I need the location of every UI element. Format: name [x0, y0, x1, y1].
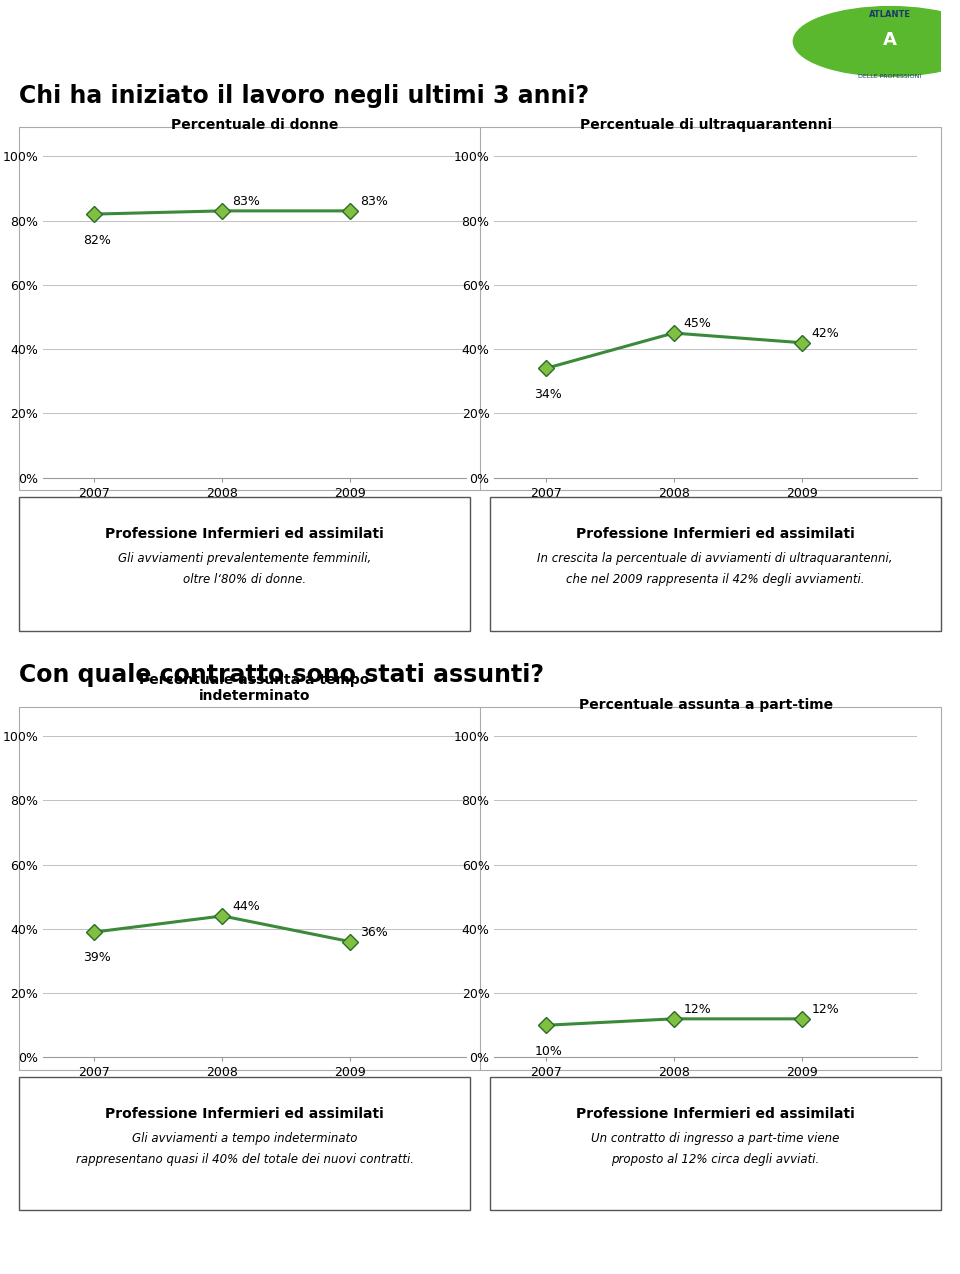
Text: Gli avviamenti a tempo indeterminato: Gli avviamenti a tempo indeterminato — [132, 1131, 357, 1144]
Text: oltre l‘80% di donne.: oltre l‘80% di donne. — [183, 573, 306, 586]
Text: 44%: 44% — [232, 901, 260, 913]
Text: In crescita la percentuale di avviamenti di ultraquarantenni,: In crescita la percentuale di avviamenti… — [538, 552, 893, 564]
Text: A: A — [883, 31, 897, 48]
Text: 34%: 34% — [535, 387, 563, 401]
Text: Professione Infermieri ed assimilati: Professione Infermieri ed assimilati — [106, 527, 384, 541]
Text: Professione Infermieri ed assimilati: Professione Infermieri ed assimilati — [576, 1107, 854, 1121]
Text: 12%: 12% — [811, 1003, 839, 1017]
Text: rappresentano quasi il 40% del totale dei nuovi contratti.: rappresentano quasi il 40% del totale de… — [76, 1153, 414, 1166]
Text: 39%: 39% — [84, 952, 111, 964]
Text: 42%: 42% — [811, 327, 839, 340]
Text: Chi ha iniziato il lavoro negli ultimi 3 anni?: Chi ha iniziato il lavoro negli ultimi 3… — [19, 84, 589, 107]
Text: DELLE PROFESSIONI: DELLE PROFESSIONI — [858, 74, 922, 79]
Text: 82%: 82% — [84, 233, 111, 247]
Text: 45%: 45% — [684, 317, 711, 330]
Text: che nel 2009 rappresenta il 42% degli avviamenti.: che nel 2009 rappresenta il 42% degli av… — [566, 573, 864, 586]
Text: 10%: 10% — [535, 1045, 563, 1057]
Title: Percentuale assunta a tempo
indeterminato: Percentuale assunta a tempo indeterminat… — [139, 673, 370, 703]
Circle shape — [793, 6, 960, 76]
Title: Percentuale di donne: Percentuale di donne — [171, 118, 338, 132]
Text: 12%: 12% — [684, 1003, 711, 1017]
Text: ATLANTE: ATLANTE — [869, 10, 911, 19]
Text: proposto al 12% circa degli avviati.: proposto al 12% circa degli avviati. — [612, 1153, 819, 1166]
Text: Professione Infermieri ed assimilati: Professione Infermieri ed assimilati — [106, 1107, 384, 1121]
Text: Un contratto di ingresso a part-time viene: Un contratto di ingresso a part-time vie… — [591, 1131, 839, 1144]
Text: 36%: 36% — [360, 926, 388, 939]
Text: Gli avviamenti prevalentemente femminili,: Gli avviamenti prevalentemente femminili… — [118, 552, 372, 564]
Text: Professione Infermieri ed assimilati: Professione Infermieri ed assimilati — [576, 527, 854, 541]
Text: Con quale contratto sono stati assunti?: Con quale contratto sono stati assunti? — [19, 664, 544, 687]
Title: Percentuale di ultraquarantenni: Percentuale di ultraquarantenni — [580, 118, 831, 132]
Text: 83%: 83% — [232, 195, 260, 208]
Title: Percentuale assunta a part-time: Percentuale assunta a part-time — [579, 698, 832, 712]
Text: 83%: 83% — [360, 195, 388, 208]
